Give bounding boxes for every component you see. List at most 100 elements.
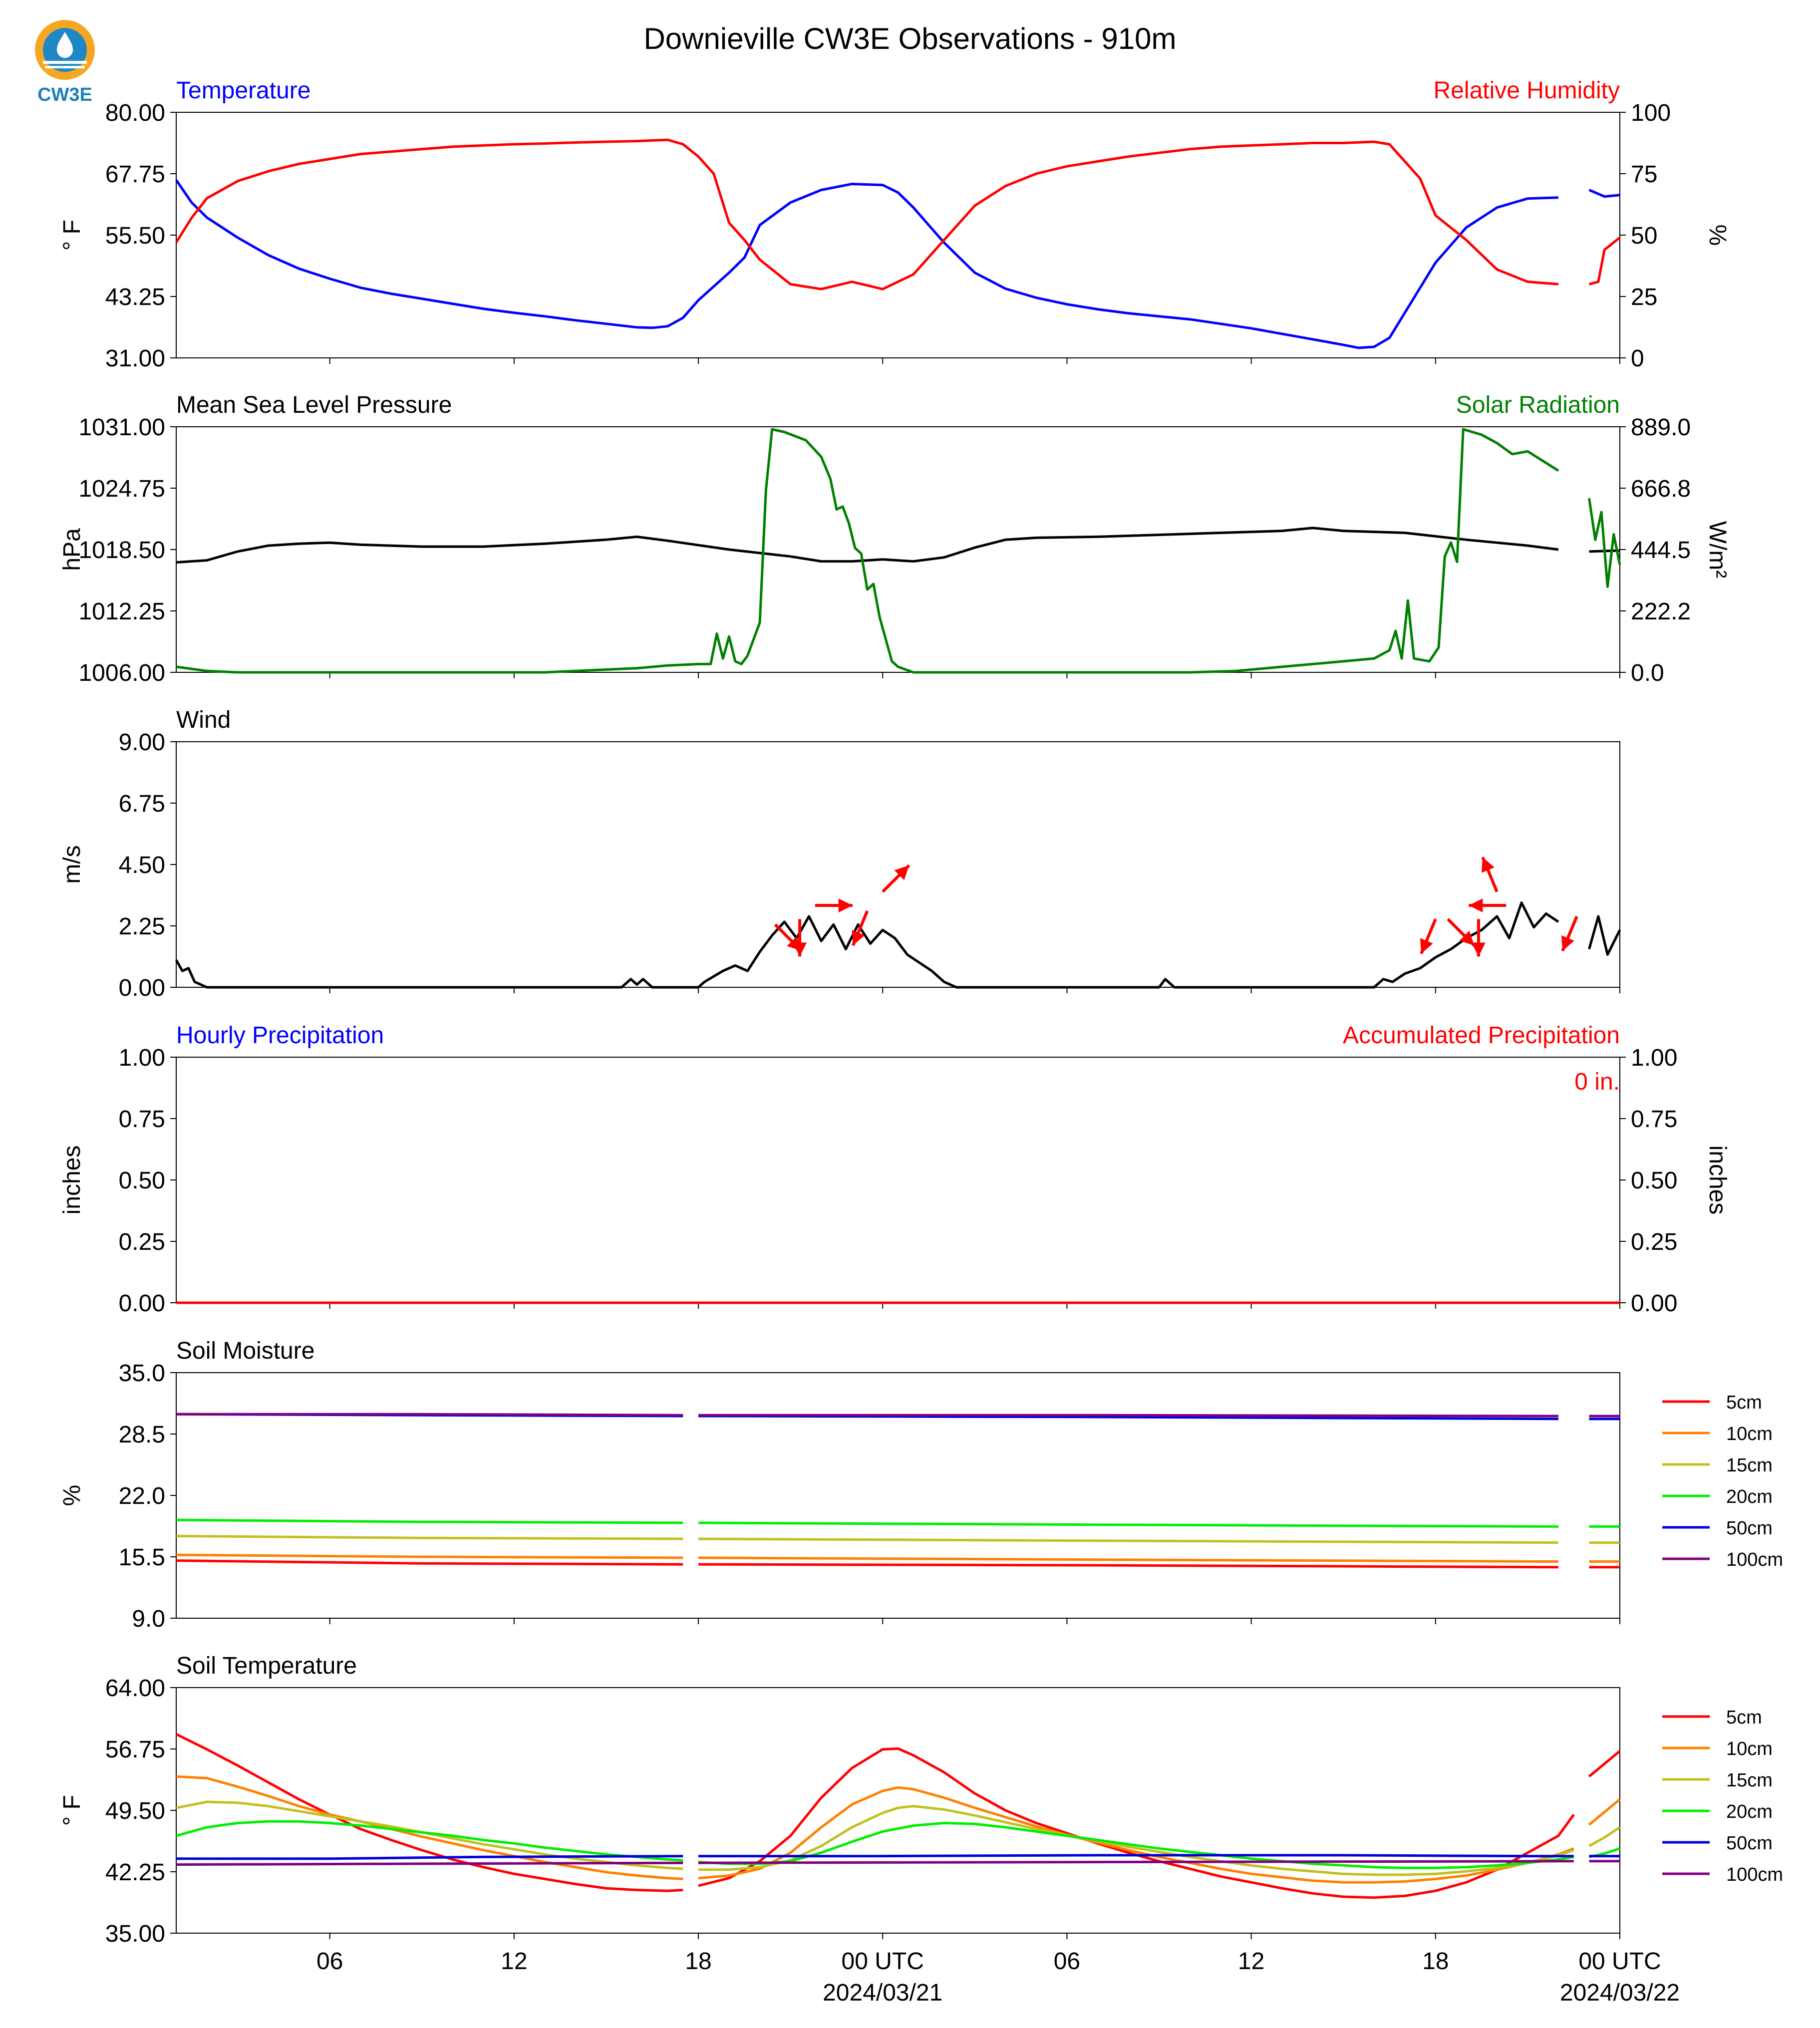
temp_rh-ytick-right-label: 75: [1631, 161, 1657, 188]
xtick-label: 06: [1054, 1948, 1080, 1975]
temp_rh-ytick-left-label: 43.25: [105, 284, 165, 310]
soil_moisture-ylabel-left: %: [59, 1485, 85, 1506]
precip-ytick-right-label: 1.00: [1631, 1045, 1677, 1071]
soil_temp-legend-label: 100cm: [1726, 1864, 1783, 1885]
temp_rh-ytick-right-label: 0: [1631, 345, 1644, 372]
pressure_solar-ytick-right-label: 889.0: [1631, 414, 1691, 441]
soil_moisture-ytick-left-label: 9.0: [132, 1606, 165, 1632]
pressure_solar-ylabel-left: hPa: [59, 528, 85, 571]
pressure_solar-title-left: Mean Sea Level Pressure: [176, 392, 452, 418]
xtick-label: 12: [1238, 1948, 1264, 1975]
cw3e-water-drop-logo-icon: CW3E: [35, 20, 95, 105]
soil_temp-ytick-left-label: 49.50: [105, 1798, 165, 1824]
soil_temp-series-5cm-line: [1588, 1750, 1621, 1778]
soil_moisture-series-5cm-line: [176, 1559, 683, 1566]
soil_moisture-series-10cm-line: [698, 1556, 1558, 1563]
soil_temp-series-15cm-line: [698, 1805, 1574, 1876]
precip-ytick-left-label: 0.75: [119, 1106, 165, 1133]
pressure_solar-ytick-left-label: 1031.00: [78, 414, 165, 441]
wind-arrow-head: [1481, 857, 1495, 873]
xtick-label: 18: [685, 1948, 711, 1975]
soil_temp-legend-label: 20cm: [1726, 1801, 1773, 1822]
xtick-label: 18: [1422, 1948, 1449, 1975]
soil_moisture-legend-label: 15cm: [1726, 1455, 1773, 1476]
precip-annotation: 0 in.: [1574, 1069, 1620, 1095]
soil_moisture-ytick-left-label: 15.5: [119, 1544, 165, 1571]
soil_moisture-legend-label: 5cm: [1726, 1392, 1762, 1413]
soil_temp-ylabel-left: ° F: [59, 1795, 85, 1826]
soil_moisture-series-5cm-line: [698, 1563, 1558, 1569]
wind-ytick-left-label: 6.75: [119, 791, 165, 817]
wind-arrow-head: [852, 929, 865, 946]
precip-ytick-left-label: 0.25: [119, 1229, 165, 1255]
cw3e-logo: CW3E: [30, 15, 100, 105]
soil_temp-series-20cm-line: [176, 1820, 683, 1862]
pressure_solar-ytick-right-label: 666.8: [1631, 476, 1691, 502]
soil_temp-series-5cm-line: [175, 1733, 683, 1892]
wind-arrow-head: [1420, 938, 1433, 954]
pressure_solar-ytick-left-label: 1024.75: [78, 476, 165, 502]
precip-ytick-right-label: 0.50: [1631, 1167, 1677, 1194]
soil_moisture-legend-label: 100cm: [1726, 1549, 1783, 1570]
temp_rh-series-temperature-line: [175, 179, 1558, 349]
temp_rh-series-rh-line: [175, 138, 1559, 290]
temp_rh-title-left: Temperature: [176, 77, 310, 104]
soil_moisture-series-15cm-line: [176, 1534, 683, 1540]
soil_temp-legend-label: 15cm: [1726, 1770, 1773, 1791]
pressure_solar-title-right: Solar Radiation: [1456, 392, 1620, 418]
wind-arrow-head: [1459, 930, 1475, 946]
soil_moisture-series-100cm-line: [698, 1414, 1558, 1418]
xtick-label: 00 UTC: [1578, 1948, 1661, 1975]
soil_temp-ytick-left-label: 35.00: [105, 1921, 165, 1947]
soil_moisture-ytick-left-label: 28.5: [119, 1422, 165, 1448]
precip-ytick-left-label: 0.50: [119, 1167, 165, 1194]
temp_rh-ytick-left-label: 67.75: [105, 161, 165, 188]
pressure_solar-series-solar-line: [1588, 498, 1621, 588]
wind-ytick-left-label: 0.00: [119, 975, 165, 1001]
wind-arrow-head: [838, 898, 853, 912]
soil_temp-series-20cm-line: [698, 1821, 1574, 1869]
temp_rh-ytick-right-label: 25: [1631, 284, 1657, 310]
soil_temp-series-100cm-line: [698, 1860, 1574, 1864]
soil_moisture-legend-label: 10cm: [1726, 1424, 1773, 1445]
soil_moisture-title-left: Soil Moisture: [176, 1338, 314, 1364]
soil_moisture-series-10cm-line: [176, 1553, 683, 1559]
soil_moisture-frame: [176, 1372, 1620, 1619]
wind-ytick-left-label: 2.25: [119, 913, 165, 940]
pressure_solar-ytick-right-label: 444.5: [1631, 537, 1691, 564]
soil_temp-title-left: Soil Temperature: [176, 1653, 357, 1679]
wind-series-wind-line: [1588, 915, 1621, 956]
precip-ytick-right-label: 0.00: [1631, 1290, 1677, 1317]
precip-title-left: Hourly Precipitation: [176, 1022, 384, 1049]
precip-ytick-left-label: 0.00: [119, 1290, 165, 1317]
wind-ylabel-left: m/s: [59, 845, 85, 883]
temp_rh-frame: [176, 112, 1620, 358]
precip-title-right: Accumulated Precipitation: [1343, 1022, 1620, 1049]
logo-text: CW3E: [37, 84, 92, 105]
wind-frame: [176, 741, 1620, 988]
temp_rh-ytick-right-label: 50: [1631, 223, 1657, 249]
pressure_solar-ytick-left-label: 1012.25: [78, 598, 165, 625]
xdate-label: 2024/03/21: [823, 1980, 942, 2006]
soil_temp-legend-label: 50cm: [1726, 1833, 1773, 1854]
soil_moisture-legend-label: 50cm: [1726, 1518, 1773, 1539]
temp_rh-ytick-right-label: 100: [1631, 100, 1671, 126]
pressure_solar-series-pressure-line: [176, 527, 1559, 564]
soil_moisture-series-20cm-line: [698, 1521, 1558, 1528]
soil_temp-series-10cm-line: [1588, 1798, 1621, 1826]
soil_temp-series-10cm-line: [176, 1775, 683, 1880]
temp_rh-ytick-left-label: 80.00: [105, 100, 165, 126]
wind-arrow-head: [1561, 935, 1574, 951]
wind-title-left: Wind: [176, 707, 231, 733]
soil_moisture-legend-label: 20cm: [1726, 1486, 1773, 1507]
soil_moisture-ytick-left-label: 22.0: [119, 1483, 165, 1509]
xdate-label: 2024/03/22: [1560, 1980, 1680, 2006]
precip-ylabel-right: inches: [1704, 1146, 1731, 1215]
xtick-label: 00 UTC: [842, 1948, 924, 1975]
soil_temp-ytick-left-label: 42.25: [105, 1859, 165, 1886]
soil_temp-series-100cm-line: [176, 1861, 683, 1866]
soil_moisture-series-20cm-line: [176, 1518, 683, 1524]
temp_rh-ylabel-left: ° F: [59, 220, 85, 251]
chart-title: Downieville CW3E Observations - 910m: [643, 22, 1176, 55]
pressure_solar-ylabel-right: W/m²: [1704, 521, 1731, 579]
